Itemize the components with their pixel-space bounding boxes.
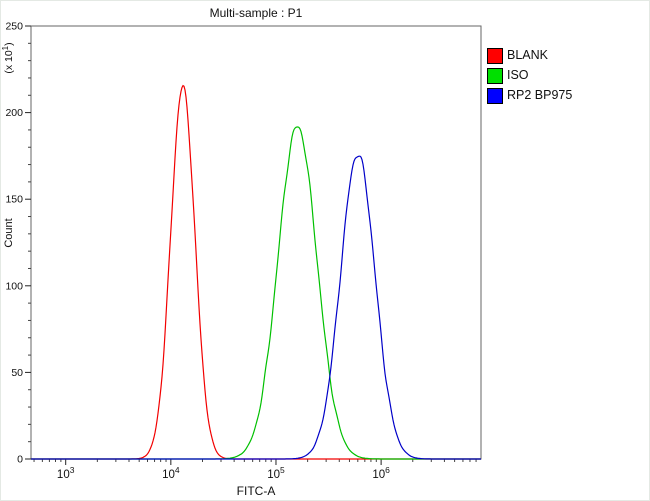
legend-label-blank: BLANK — [507, 48, 548, 62]
x-tick-label: 103 — [57, 465, 75, 481]
series-curve-rp2-bp975 — [31, 155, 481, 460]
x-tick-label: 106 — [372, 465, 390, 481]
legend-swatch-blank — [487, 47, 503, 64]
y-tick-label: 200 — [5, 107, 23, 119]
x-tick-label: 104 — [162, 465, 180, 481]
y-tick-label: 250 — [5, 21, 23, 33]
legend-item-blank: BLANK — [487, 47, 572, 64]
chart-title: Multi-sample : P1 — [209, 6, 303, 20]
series-curve-iso — [31, 126, 481, 460]
plot-generated-layer: 103 104 105 106 0 50 100 150 200 250 — [5, 21, 482, 481]
y-tick-label: 50 — [11, 367, 23, 379]
y-axis-unit-prefix: (x 10 — [3, 50, 15, 74]
y-tick-label: 0 — [17, 454, 23, 466]
legend: BLANK ISO RP2 BP975 — [487, 47, 573, 104]
plot-border — [30, 25, 482, 460]
y-tick-label: 150 — [5, 194, 23, 206]
legend-label-rp2-bp975: RP2 BP975 — [507, 88, 573, 102]
legend-swatch-rp2-bp975 — [487, 87, 503, 104]
x-axis-title: FITC-A — [237, 484, 276, 498]
y-axis-title: Count — [3, 218, 15, 247]
legend-item-rp2-bp975: RP2 BP975 — [487, 87, 573, 104]
y-axis-unit-suffix: ) — [3, 42, 15, 46]
legend-label-iso: ISO — [507, 68, 529, 82]
legend-swatch-iso — [487, 67, 503, 84]
x-tick-label: 105 — [267, 465, 285, 481]
legend-item-iso: ISO — [487, 67, 572, 84]
series-curve-blank — [31, 84, 481, 460]
y-axis-unit-label: (x 101) — [1, 42, 15, 73]
y-axis-unit-exp: 1 — [1, 45, 10, 50]
y-tick-label: 100 — [5, 280, 23, 292]
